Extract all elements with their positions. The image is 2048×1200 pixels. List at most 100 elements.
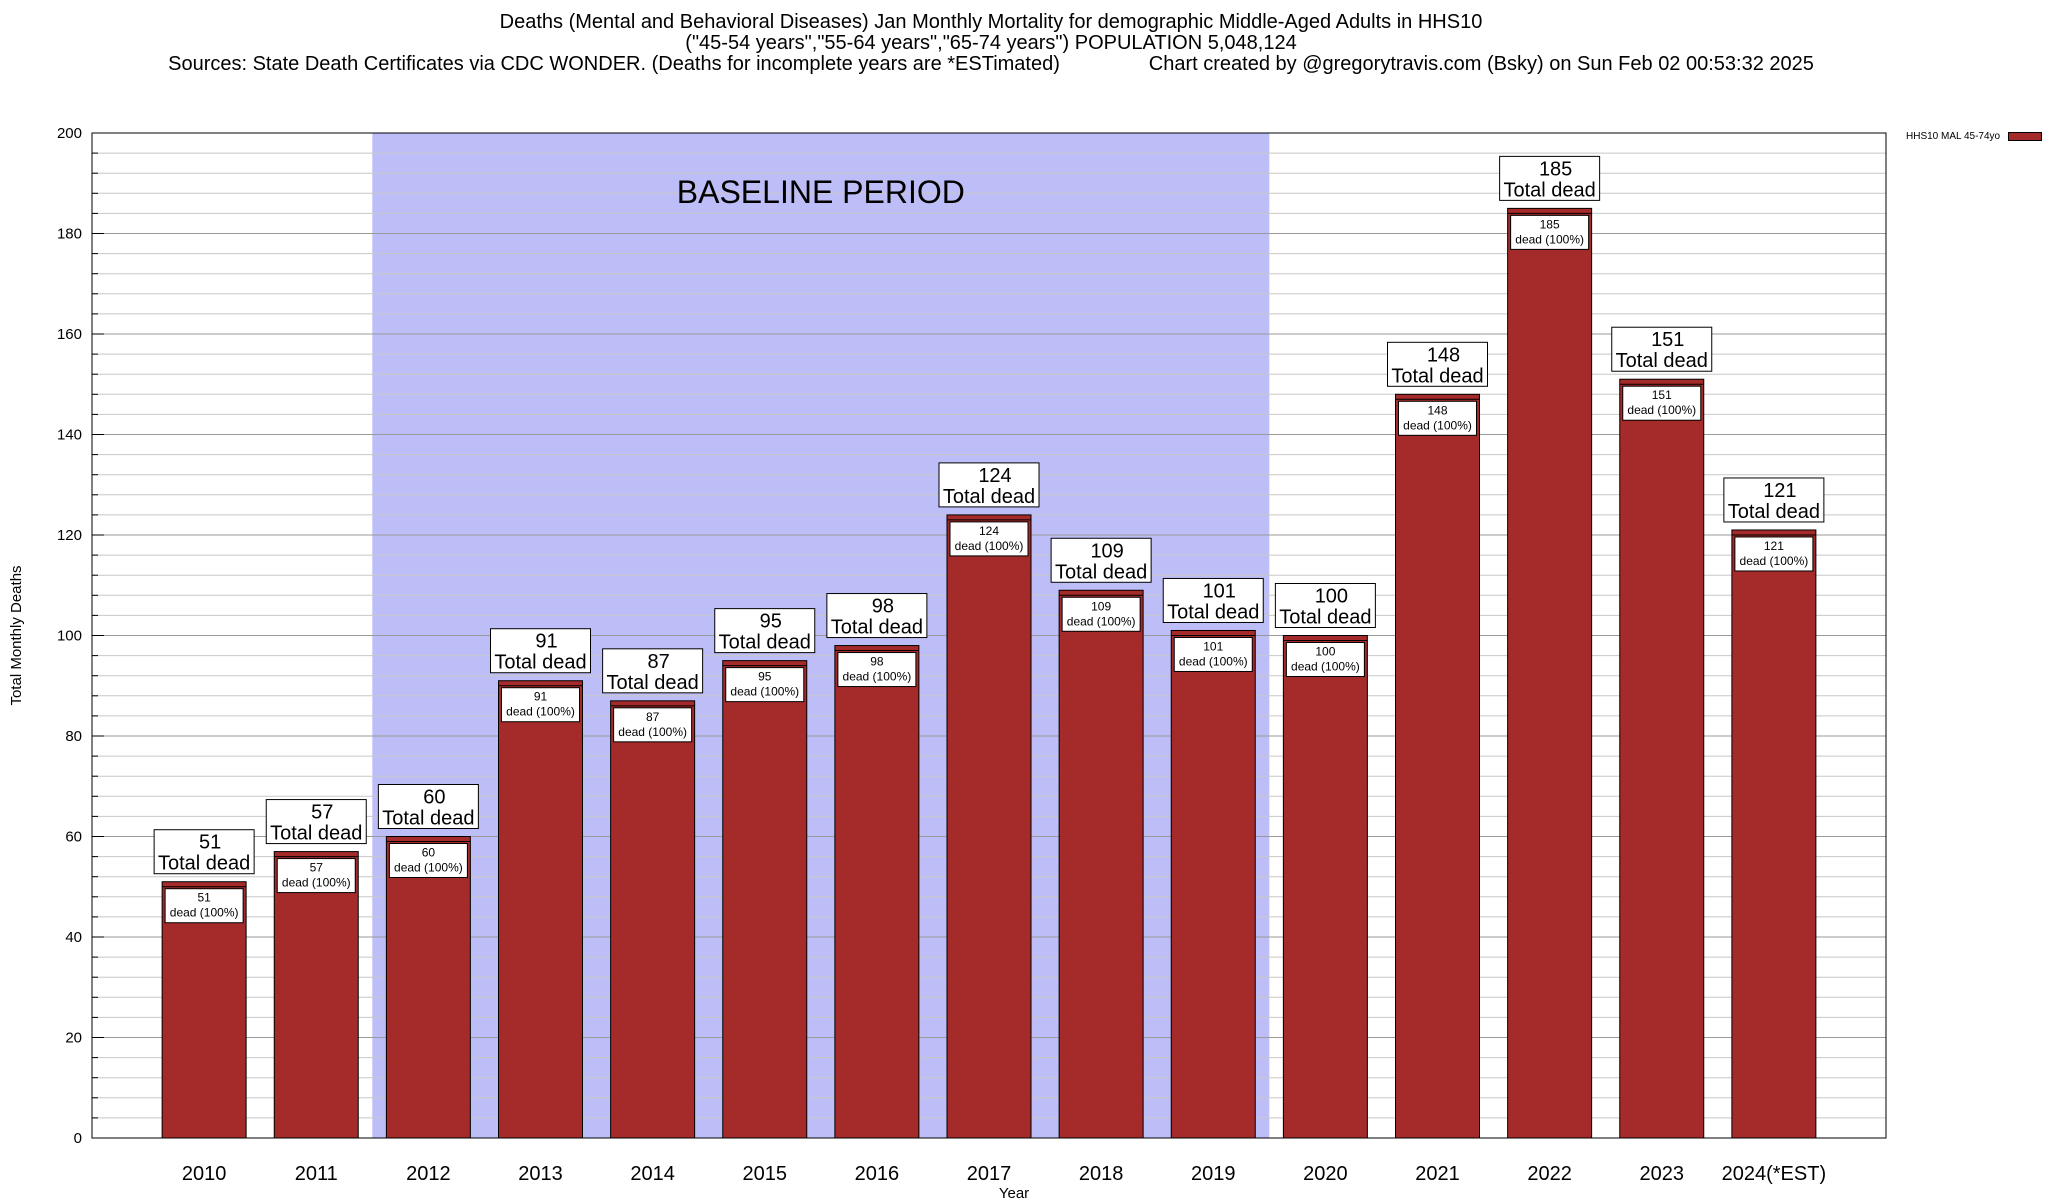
inner-label-text: dead (100%) (618, 725, 687, 739)
inner-label-value: 148 (1427, 403, 1447, 417)
top-label-text: Total dead (1279, 607, 1371, 629)
y-tick-label: 100 (57, 628, 82, 645)
top-label-text: Total dead (1391, 365, 1483, 387)
chart-title-block: Deaths (Mental and Behavioral Diseases) … (0, 12, 1982, 75)
top-label-value: 124 (978, 465, 1011, 487)
top-label-text: Total dead (1616, 350, 1708, 372)
top-label-box (1723, 477, 1825, 523)
top-label-value: 98 (872, 596, 894, 618)
y-tick-label: 40 (65, 929, 82, 946)
top-label-value: 51 (199, 832, 221, 854)
inner-label-box (388, 843, 468, 878)
inner-label-value: 91 (534, 690, 548, 704)
top-label-value: 60 (423, 787, 445, 809)
top-label-value: 151 (1651, 329, 1684, 351)
bar (1619, 378, 1705, 1139)
inner-label-text: dead (100%) (1291, 660, 1360, 674)
y-tick-label: 180 (57, 226, 82, 243)
inner-label-box (1510, 214, 1590, 250)
legend-label: HHS10 MAL 45-74yo (1906, 131, 2001, 142)
top-label-value: 185 (1539, 158, 1572, 180)
inner-label-text: dead (100%) (282, 876, 351, 890)
top-label-value: 95 (760, 611, 782, 633)
x-tick-label: 2023 (1640, 1163, 1685, 1185)
inner-label-box (1622, 385, 1702, 421)
inner-label-text: dead (100%) (955, 539, 1024, 553)
inner-label-text: dead (100%) (506, 705, 575, 719)
top-label-box (1387, 341, 1488, 387)
top-label-value: 148 (1427, 344, 1460, 366)
x-tick-label: 2024(*EST) (1722, 1163, 1827, 1185)
x-tick-label: 2014 (630, 1163, 675, 1185)
top-label-value: 109 (1090, 540, 1123, 562)
top-label-value: 87 (648, 651, 670, 673)
inner-label-box (1285, 642, 1365, 677)
chart-source-line: Sources: State Death Certificates via CD… (168, 53, 1814, 75)
inner-label-box (164, 888, 244, 924)
inner-label-text: dead (100%) (1067, 614, 1136, 628)
legend-swatch (2008, 132, 2043, 141)
top-label-text: Total dead (382, 808, 474, 830)
inner-label-value: 95 (758, 670, 772, 684)
top-label-value: 100 (1315, 586, 1348, 608)
top-label-value: 57 (311, 802, 333, 824)
x-tick-label: 2018 (1079, 1163, 1124, 1185)
inner-label-value: 98 (870, 655, 884, 669)
bar (1058, 589, 1144, 1139)
top-label-box (826, 593, 928, 639)
inner-label-value: 51 (197, 891, 211, 905)
top-label-value: 121 (1763, 480, 1796, 502)
x-axis-label: Year (999, 1185, 1029, 1200)
inner-label-box (725, 667, 805, 703)
inner-label-value: 151 (1652, 388, 1672, 402)
top-label-box (1611, 326, 1713, 372)
inner-label-value: 109 (1091, 599, 1111, 613)
top-label-value: 101 (1203, 580, 1236, 602)
bar (385, 836, 471, 1139)
top-label-text: Total dead (1055, 561, 1147, 583)
x-tick-label: 2010 (182, 1163, 227, 1185)
inner-label-value: 185 (1540, 217, 1560, 231)
inner-label-value: 60 (422, 846, 436, 860)
inner-label-text: dead (100%) (170, 906, 239, 920)
chart-subtitle: ("45-54 years","55-64 years","65-74 year… (685, 32, 1297, 54)
x-tick-label: 2020 (1303, 1163, 1348, 1185)
y-tick-label: 80 (65, 728, 82, 745)
y-tick-label: 200 (57, 125, 82, 142)
x-tick-label: 2015 (743, 1163, 788, 1185)
inner-label-text: dead (100%) (1403, 418, 1472, 432)
inner-label-box (949, 521, 1029, 557)
inner-label-text: dead (100%) (1627, 403, 1696, 417)
top-label-box (265, 799, 367, 845)
bar (1282, 635, 1368, 1139)
top-label-box (938, 462, 1040, 508)
top-label-text: Total dead (943, 486, 1035, 508)
inner-label-value: 57 (310, 861, 324, 875)
y-tick-label: 0 (74, 1130, 82, 1147)
inner-label-box (1061, 596, 1141, 632)
x-tick-label: 2022 (1527, 1163, 1572, 1185)
y-tick-label: 120 (57, 527, 82, 544)
top-label-box (1050, 537, 1152, 583)
top-label-text: Total dead (158, 853, 250, 875)
y-tick-label: 160 (57, 326, 82, 343)
bar (722, 660, 808, 1139)
inner-label-text: dead (100%) (1515, 232, 1584, 246)
bar (498, 680, 583, 1139)
top-label-box (153, 829, 255, 875)
inner-label-value: 124 (979, 524, 999, 538)
x-tick-label: 2012 (406, 1163, 451, 1185)
top-label-text: Total dead (719, 632, 811, 654)
inner-label-box (276, 858, 356, 894)
inner-label-box (1398, 400, 1477, 436)
bar (1395, 393, 1480, 1139)
inner-label-value: 87 (646, 710, 660, 724)
bar (1170, 629, 1256, 1139)
legend: HHS10 MAL 45-74yo (1906, 131, 2043, 142)
top-label-text: Total dead (606, 672, 698, 694)
x-tick-label: 2013 (518, 1163, 563, 1185)
top-label-box (490, 628, 591, 674)
bar (834, 645, 920, 1139)
inner-label-value: 121 (1764, 539, 1784, 553)
x-tick-label: 2019 (1191, 1163, 1236, 1185)
